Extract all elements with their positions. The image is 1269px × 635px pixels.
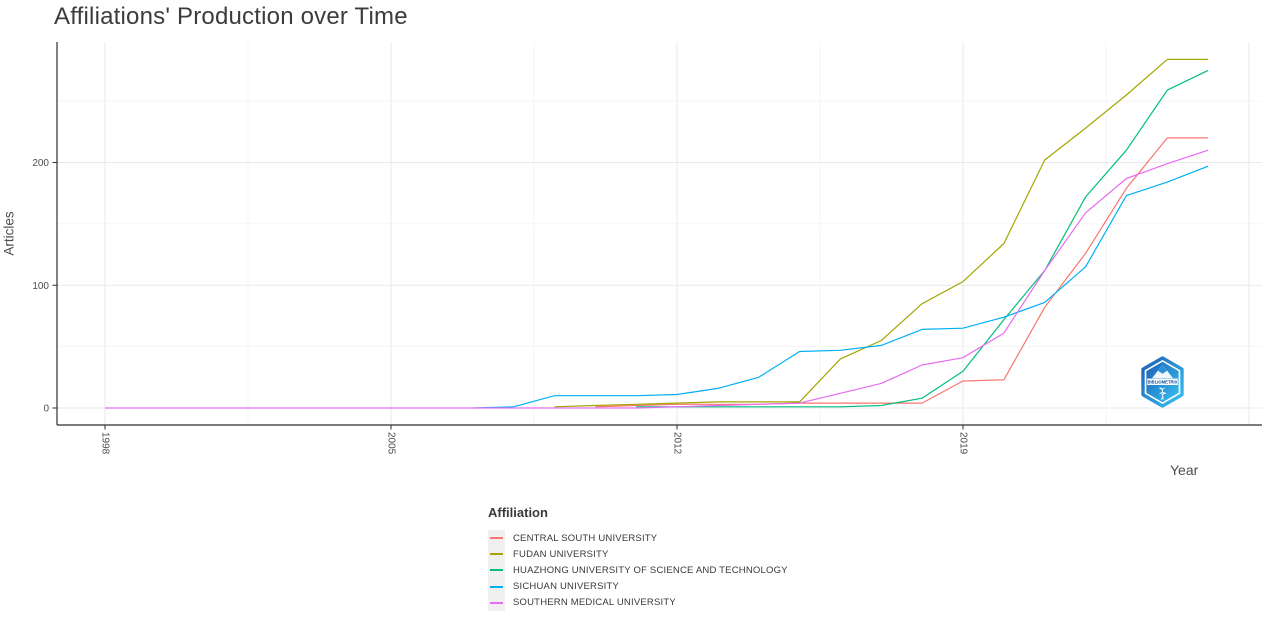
- legend-key-line: [490, 569, 503, 572]
- legend-item-central-south-university: CENTRAL SOUTH UNIVERSITY: [488, 529, 788, 547]
- y-tick-label: 100: [32, 281, 49, 292]
- logo-text: BIBLIOMETRIX: [1147, 380, 1177, 385]
- y-axis-title: Articles: [1, 211, 17, 256]
- legend-item-huazhong-university-of-science-and-technology: HUAZHONG UNIVERSITY OF SCIENCE AND TECHN…: [488, 561, 788, 579]
- legend-item-label: FUDAN UNIVERSITY: [513, 548, 609, 560]
- legend-key-icon: [488, 545, 505, 563]
- legend-key-line: [490, 553, 503, 556]
- legend-item-label: CENTRAL SOUTH UNIVERSITY: [513, 532, 658, 544]
- series-line-huazhong-university-of-science-and-technology: [636, 69, 1209, 408]
- legend-item-southern-medical-university: SOUTHERN MEDICAL UNIVERSITY: [488, 594, 788, 612]
- chart-title: Affiliations' Production over Time: [54, 3, 408, 30]
- legend-item-label: HUAZHONG UNIVERSITY OF SCIENCE AND TECHN…: [513, 564, 788, 576]
- x-tick-label: 2012: [671, 432, 682, 455]
- x-axis-title: Year: [1170, 462, 1199, 478]
- series-line-southern-medical-university: [105, 149, 1209, 409]
- x-tick-label: 2019: [957, 432, 968, 455]
- bibliometrix-logo: BIBLIOMETRIX: [1141, 356, 1184, 408]
- legend-key-line: [490, 585, 503, 588]
- legend-key-line: [490, 601, 503, 604]
- legend-key-icon: [488, 578, 505, 596]
- legend-key-line: [490, 537, 503, 540]
- legend-key-icon: [488, 529, 505, 547]
- legend-items: CENTRAL SOUTH UNIVERSITY FUDAN UNIVERSITY…: [488, 529, 788, 612]
- legend: Affiliation CENTRAL SOUTH UNIVERSITY FUDA…: [488, 505, 788, 612]
- x-tick-label: 2005: [385, 432, 396, 455]
- legend-key-icon: [488, 561, 505, 579]
- series-line-sichuan-university: [472, 165, 1209, 409]
- legend-item-sichuan-university: SICHUAN UNIVERSITY: [488, 578, 788, 596]
- series-line-central-south-university: [595, 137, 1209, 408]
- legend-key-icon: [488, 594, 505, 612]
- legend-item-fudan-university: FUDAN UNIVERSITY: [488, 545, 788, 563]
- legend-title: Affiliation: [488, 505, 548, 520]
- plot-area: 1998 2005 2012 2019 0 100 200: [32, 42, 1262, 455]
- legend-item-label: SICHUAN UNIVERSITY: [513, 581, 620, 593]
- series-line-fudan-university: [554, 58, 1209, 408]
- legend-item-label: SOUTHERN MEDICAL UNIVERSITY: [513, 597, 676, 609]
- x-tick-label: 1998: [100, 432, 111, 455]
- y-tick-label: 200: [32, 158, 49, 169]
- y-tick-label: 0: [43, 404, 49, 415]
